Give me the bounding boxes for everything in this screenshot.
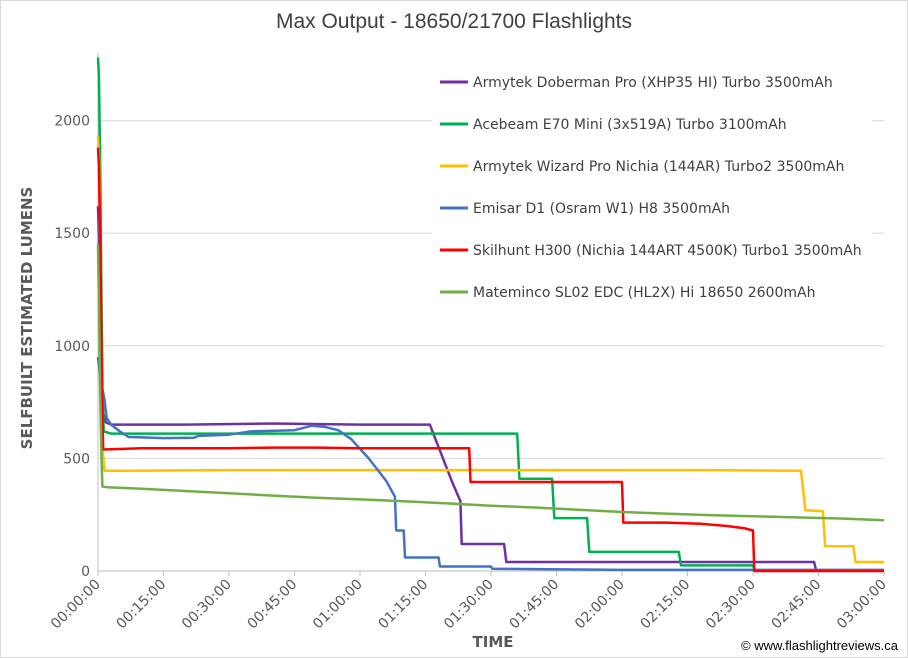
legend-label: Mateminco SL02 EDC (HL2X) Hi 18650 2600m… (473, 285, 815, 301)
x-tick-label: 00:15:00 (114, 577, 170, 633)
x-tick-labels: 00:00:00 00:15:00 00:30:00 00:45:00 01:00:00… (48, 577, 890, 633)
legend-label: Armytek Doberman Pro (XHP35 HI) Turbo 35… (473, 75, 833, 91)
x-axis-label: TIME (472, 633, 514, 651)
y-tick-label: 500 (63, 451, 90, 467)
x-tick-label: 01:15:00 (376, 577, 432, 633)
y-tick-label: 1500 (54, 226, 90, 242)
legend: Armytek Doberman Pro (XHP35 HI) Turbo 35… (432, 59, 872, 311)
series-lines (96, 57, 885, 573)
copyright-text: © www.flashlightreviews.ca (741, 638, 898, 653)
legend-label: Armytek Wizard Pro Nichia (144AR) Turbo2… (473, 159, 844, 175)
legend-background (432, 59, 872, 311)
x-tick-label: 00:45:00 (245, 577, 301, 633)
x-tick-label: 00:30:00 (179, 577, 235, 633)
series-line (96, 147, 884, 573)
x-tick-label: 02:15:00 (638, 577, 694, 633)
x-tick-label: 01:30:00 (441, 577, 497, 633)
legend-label: Skilhunt H300 (Nichia 144ART 4500K) Turb… (473, 243, 862, 259)
y-tick-label: 2000 (54, 114, 90, 130)
chart-title: Max Output - 18650/21700 Flashlights (275, 10, 633, 33)
x-tick-label: 02:45:00 (769, 577, 825, 633)
series-line (96, 244, 885, 522)
legend-label: Emisar D1 (Osram W1) H8 3500mAh (473, 201, 730, 217)
x-tick-label: 01:45:00 (507, 577, 563, 633)
series-line (96, 356, 884, 572)
x-tick-label: 02:00:00 (572, 577, 628, 633)
x-tick-label: 03:00:00 (834, 577, 890, 633)
x-tick-label: 01:00:00 (310, 577, 366, 633)
x-tick-label: 00:00:00 (48, 577, 104, 633)
x-tick-label: 02:30:00 (703, 577, 759, 633)
legend-label: Acebeam E70 Mini (3x519A) Turbo 3100mAh (473, 117, 787, 133)
y-tick-labels: 0 500 1000 1500 2000 (54, 114, 90, 580)
y-tick-label: 1000 (54, 339, 90, 355)
y-tick-label: 0 (81, 564, 90, 580)
